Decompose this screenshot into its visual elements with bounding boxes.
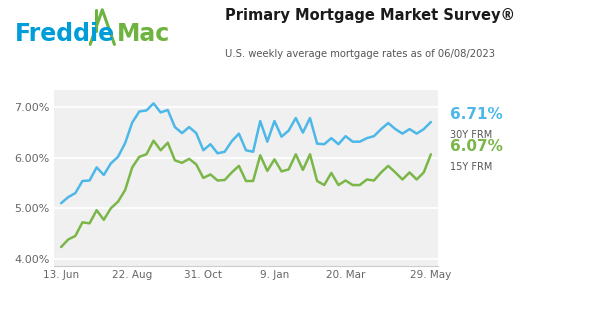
Text: Freddie: Freddie [15, 22, 115, 46]
Text: Primary Mortgage Market Survey®: Primary Mortgage Market Survey® [225, 8, 515, 23]
Text: 30Y FRM: 30Y FRM [450, 130, 492, 140]
Text: 15Y FRM: 15Y FRM [450, 162, 493, 172]
Text: 6.71%: 6.71% [450, 107, 503, 122]
Text: U.S. weekly average mortgage rates as of 06/08/2023: U.S. weekly average mortgage rates as of… [225, 49, 495, 59]
Text: 6.07%: 6.07% [450, 139, 503, 154]
Text: Mac: Mac [117, 22, 170, 46]
